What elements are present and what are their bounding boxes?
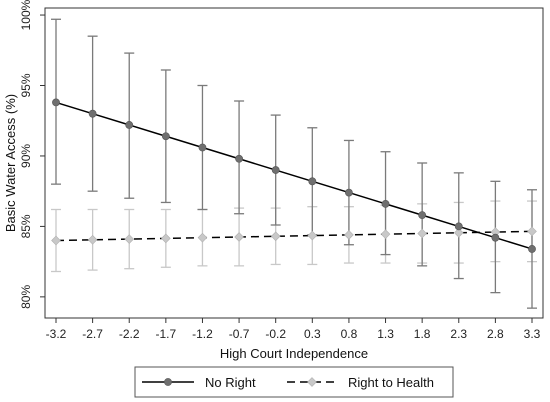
point-no-right xyxy=(528,245,535,252)
point-no-right xyxy=(345,189,352,196)
point-no-right xyxy=(272,166,279,173)
point-right-to-health xyxy=(125,235,134,244)
y-tick-label: 95% xyxy=(19,73,33,97)
confidence-intervals xyxy=(51,19,537,308)
point-no-right xyxy=(455,223,462,230)
point-right-to-health xyxy=(161,234,170,243)
point-right-to-health xyxy=(381,230,390,239)
point-no-right xyxy=(126,121,133,128)
y-tick-label: 90% xyxy=(19,144,33,168)
x-tick-label: -0.2 xyxy=(265,327,286,341)
point-no-right xyxy=(309,178,316,185)
x-tick-label: -3.2 xyxy=(46,327,67,341)
point-right-to-health xyxy=(235,233,244,242)
x-tick-label: -2.7 xyxy=(82,327,103,341)
x-tick-label: 2.3 xyxy=(450,327,467,341)
legend: No Right Right to Health xyxy=(135,367,453,397)
y-tick-label: 80% xyxy=(19,285,33,309)
y-tick-label: 85% xyxy=(19,214,33,238)
x-tick-label: -0.7 xyxy=(229,327,250,341)
point-no-right xyxy=(89,110,96,117)
point-right-to-health xyxy=(345,230,354,239)
legend-label-no-right: No Right xyxy=(205,375,256,390)
plot-frame xyxy=(45,8,543,318)
x-tick-label: 0.8 xyxy=(341,327,358,341)
y-tick-label: 100% xyxy=(19,0,33,30)
axes: 80% 85% 90% 95% 100% -3.2 -2.7 -2.2 -1.7 -1.2 -0.7… xyxy=(19,0,541,341)
point-no-right xyxy=(235,155,242,162)
x-tick-label: 2.8 xyxy=(487,327,504,341)
point-no-right xyxy=(199,144,206,151)
point-no-right xyxy=(419,212,426,219)
point-no-right xyxy=(52,99,59,106)
ci-group-no-right xyxy=(51,19,537,308)
legend-label-right-to-health: Right to Health xyxy=(348,375,434,390)
point-right-to-health xyxy=(52,236,61,245)
point-right-to-health xyxy=(198,233,207,242)
x-tick-label: 0.3 xyxy=(304,327,321,341)
y-axis-title: Basic Water Access (%) xyxy=(3,94,18,232)
point-right-to-health xyxy=(308,231,317,240)
x-tick-label: 1.3 xyxy=(377,327,394,341)
point-right-to-health xyxy=(418,229,427,238)
point-no-right xyxy=(162,133,169,140)
point-no-right xyxy=(382,200,389,207)
x-tick-label: 3.3 xyxy=(524,327,541,341)
point-right-to-health xyxy=(88,235,97,244)
point-right-to-health xyxy=(271,232,280,241)
x-tick-label: 1.8 xyxy=(414,327,431,341)
x-tick-label: -2.2 xyxy=(119,327,140,341)
x-tick-label: -1.2 xyxy=(192,327,213,341)
legend-marker-no-right xyxy=(164,378,171,385)
plot-border xyxy=(45,8,543,318)
x-tick-label: -1.7 xyxy=(156,327,177,341)
point-right-to-health xyxy=(528,227,537,236)
point-no-right xyxy=(492,234,499,241)
x-axis-title: High Court Independence xyxy=(220,346,368,361)
